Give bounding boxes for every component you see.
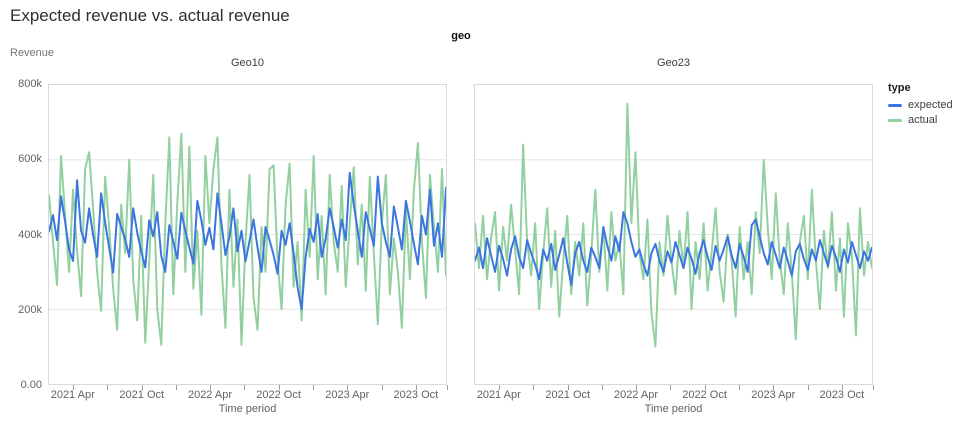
x-tick-mark [498, 385, 500, 390]
x-minor-tick-mark [738, 385, 740, 390]
x-tick-mark [415, 385, 417, 390]
x-tick-label: 2021 Apr [50, 389, 95, 401]
x-tick-label: 2023 Apr [751, 389, 796, 401]
legend-item-label: actual [908, 114, 938, 126]
x-tick-mark [278, 385, 280, 390]
y-tick-label: 400k [18, 228, 42, 241]
x-minor-tick-mark [670, 385, 672, 390]
y-tick-label: 600k [18, 153, 42, 166]
x-minor-tick-mark [873, 385, 874, 390]
facet-plot-area [474, 84, 873, 385]
x-tick-label: 2022 Oct [256, 389, 301, 401]
legend-swatch-icon [888, 118, 902, 122]
series-line-actual [475, 102, 872, 348]
legend-item-actual[interactable]: actual [888, 114, 953, 126]
series-line-actual [49, 132, 446, 346]
x-tick-label: 2023 Oct [819, 389, 865, 401]
y-axis-title: Revenue [10, 47, 55, 59]
y-tick-label: 0.00 [20, 379, 42, 391]
x-minor-tick-mark [807, 385, 809, 390]
x-tick-mark [704, 385, 706, 390]
legend-swatch-icon [888, 103, 902, 107]
x-tick-mark [209, 385, 211, 390]
x-tick-label: 2022 Apr [613, 389, 658, 401]
facet-plot-area [48, 84, 447, 385]
y-tick-label: 200k [18, 303, 42, 316]
legend: type expected actual [888, 82, 953, 129]
x-tick-mark [773, 385, 775, 390]
facet-field-label: geo [451, 30, 471, 42]
x-minor-tick-mark [175, 385, 177, 390]
legend-title: type [888, 82, 911, 94]
x-tick-mark [347, 385, 349, 390]
series-line-expected [475, 211, 872, 286]
legend-item-label: expected [908, 99, 953, 111]
x-tick-label: 2021 Oct [545, 389, 591, 401]
x-tick-label: 2021 Oct [119, 389, 165, 401]
x-tick-label: 2023 Apr [325, 389, 370, 401]
page-title: Expected revenue vs. actual revenue [10, 6, 290, 25]
x-tick-label: 2022 Apr [187, 389, 232, 401]
x-minor-tick-mark [244, 385, 246, 390]
x-tick-mark [567, 385, 569, 390]
legend-item-expected[interactable]: expected [888, 99, 953, 111]
x-axis-title: Time period [644, 403, 703, 415]
facet-title: Geo23 [656, 57, 691, 69]
series-line-expected [49, 171, 446, 311]
x-minor-tick-mark [533, 385, 535, 390]
x-tick-mark [635, 385, 637, 390]
x-tick-label: 2022 Oct [682, 389, 727, 401]
x-minor-tick-mark [107, 385, 109, 390]
x-minor-tick-mark [601, 385, 603, 390]
legend-items: expected actual [888, 99, 953, 126]
x-tick-mark [72, 385, 74, 390]
x-tick-label: 2021 Apr [476, 389, 521, 401]
x-axis-title: Time period [218, 403, 277, 415]
x-minor-tick-mark [381, 385, 383, 390]
y-tick-label: 800k [18, 78, 42, 90]
x-minor-tick-mark [312, 385, 314, 390]
x-tick-mark [841, 385, 843, 390]
x-tick-mark [141, 385, 143, 390]
x-minor-tick-mark [447, 385, 448, 390]
x-tick-label: 2023 Oct [393, 389, 439, 401]
facet-title: Geo10 [230, 57, 265, 69]
